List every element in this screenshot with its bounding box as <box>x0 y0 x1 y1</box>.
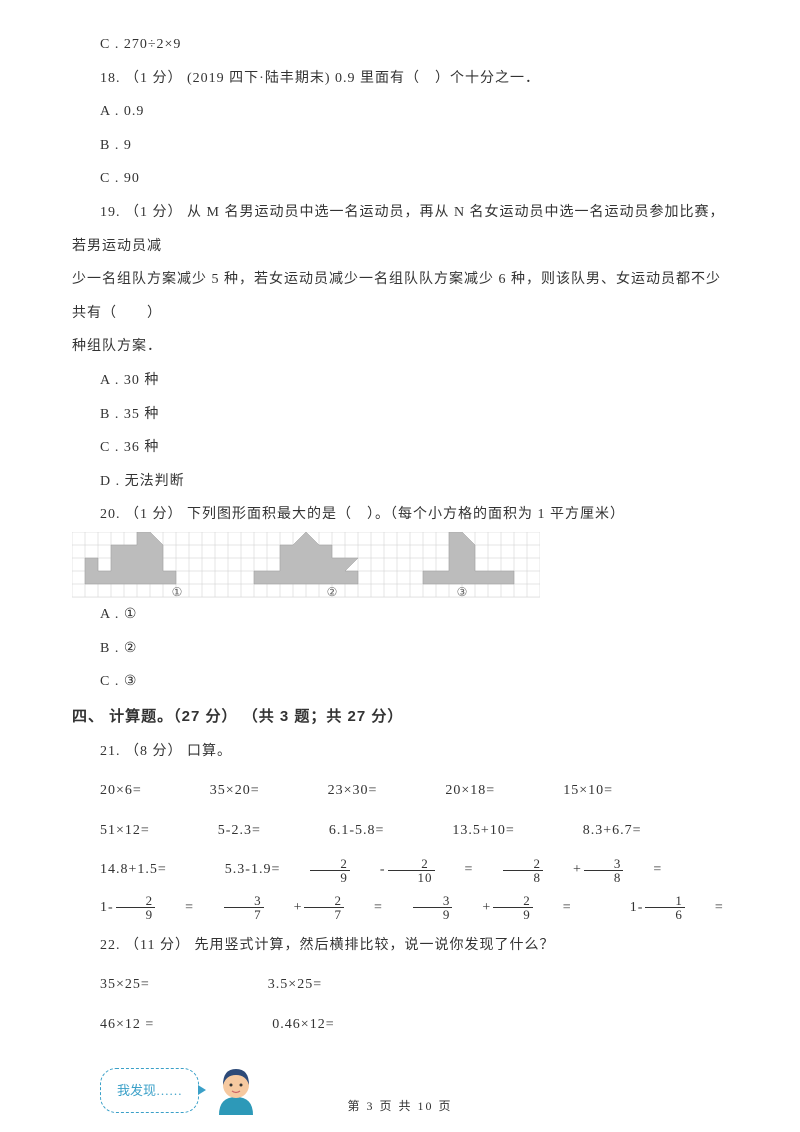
q20-opt-b: B . ② <box>72 632 728 666</box>
calc-item: 23×30= <box>300 774 378 808</box>
calc-item: 39 + 29 = <box>413 891 572 925</box>
svg-text:②: ② <box>327 585 338 598</box>
q19-stem-line1: 19. （1 分） 从 M 名男运动员中选一名运动员，再从 N 名女运动员中选一… <box>72 196 728 263</box>
q20-opt-a: A . ① <box>72 598 728 632</box>
q21-row2: 51×12= 5-2.3= 6.1-5.8= 13.5+10= 8.3+6.7= <box>72 814 728 848</box>
calc-item: 14.8+1.5= <box>72 853 167 887</box>
svg-text:①: ① <box>172 585 183 598</box>
calc-item: 28 + 38 = <box>503 853 662 887</box>
calc-item: 35×25= <box>72 968 150 1002</box>
q20-opt-c: C . ③ <box>72 665 728 699</box>
section-4-heading: 四、 计算题。（27 分） （共 3 题；共 27 分） <box>72 699 728 735</box>
fraction: 37 <box>224 894 264 921</box>
q21-row4: 1- 29 = 37 + 27 = 39 + 29 = 1- 16 = <box>72 891 728 925</box>
q20-shapes-figure: ① ② ③ <box>72 532 540 598</box>
fraction: 29 <box>310 857 350 884</box>
calc-item: 8.3+6.7= <box>555 814 642 848</box>
calc-item: 20×6= <box>72 774 142 808</box>
calc-item: 51×12= <box>72 814 150 848</box>
fraction: 29 <box>116 894 156 921</box>
q21-row3: 14.8+1.5= 5.3-1.9= 29 - 210 = 28 + 38 = <box>72 853 728 887</box>
calc-item: 6.1-5.8= <box>301 814 385 848</box>
q19-opt-a: A . 30 种 <box>72 364 728 398</box>
fraction: 29 <box>493 894 533 921</box>
fraction: 16 <box>645 894 685 921</box>
svg-text:③: ③ <box>457 585 468 598</box>
fraction: 38 <box>584 857 624 884</box>
q18-opt-a: A . 0.9 <box>72 95 728 129</box>
calc-item: 35×20= <box>182 774 260 808</box>
q21-stem: 21. （8 分） 口算。 <box>72 735 728 769</box>
calc-item: 5.3-1.9= <box>197 853 281 887</box>
q22-row2: 46×12 = 0.46×12= <box>72 1008 728 1042</box>
q17-opt-c: C . 270÷2×9 <box>72 28 728 62</box>
calc-item: 1- 29 = <box>72 891 194 925</box>
q18-stem: 18. （1 分） (2019 四下·陆丰期末) 0.9 里面有（ ）个十分之一… <box>72 62 728 96</box>
q18-opt-b: B . 9 <box>72 129 728 163</box>
calc-item: 1- 16 = <box>602 891 724 925</box>
calc-item: 0.46×12= <box>244 1008 334 1042</box>
q19-opt-c: C . 36 种 <box>72 431 728 465</box>
calc-item: 5-2.3= <box>190 814 261 848</box>
calc-item: 37 + 27 = <box>224 891 383 925</box>
fraction: 210 <box>388 857 435 884</box>
q19-opt-d: D . 无法判断 <box>72 465 728 499</box>
calc-item: 20×18= <box>417 774 495 808</box>
q19-stem-line2: 少一名组队方案减少 5 种，若女运动员减少一名组队队方案减少 6 种，则该队男、… <box>72 263 728 330</box>
q21-row1: 20×6= 35×20= 23×30= 20×18= 15×10= <box>72 774 728 808</box>
q20-stem: 20. （1 分） 下列图形面积最大的是（ ）。（每个小方格的面积为 1 平方厘… <box>72 498 728 532</box>
fraction: 28 <box>503 857 543 884</box>
q22-row1: 35×25= 3.5×25= <box>72 968 728 1002</box>
calc-item: 3.5×25= <box>240 968 322 1002</box>
q19-stem-line3: 种组队方案． <box>72 330 728 364</box>
fraction: 27 <box>304 894 344 921</box>
calc-item: 29 - 210 = <box>310 853 473 887</box>
page-footer: 第 3 页 共 10 页 <box>0 1097 800 1114</box>
q19-opt-b: B . 35 种 <box>72 398 728 432</box>
q18-opt-c: C . 90 <box>72 162 728 196</box>
calc-item: 13.5+10= <box>424 814 514 848</box>
q22-stem: 22. （11 分） 先用竖式计算，然后横排比较，说一说你发现了什么？ <box>72 929 728 963</box>
fraction: 39 <box>413 894 453 921</box>
calc-item: 15×10= <box>535 774 613 808</box>
calc-item: 46×12 = <box>72 1008 154 1042</box>
